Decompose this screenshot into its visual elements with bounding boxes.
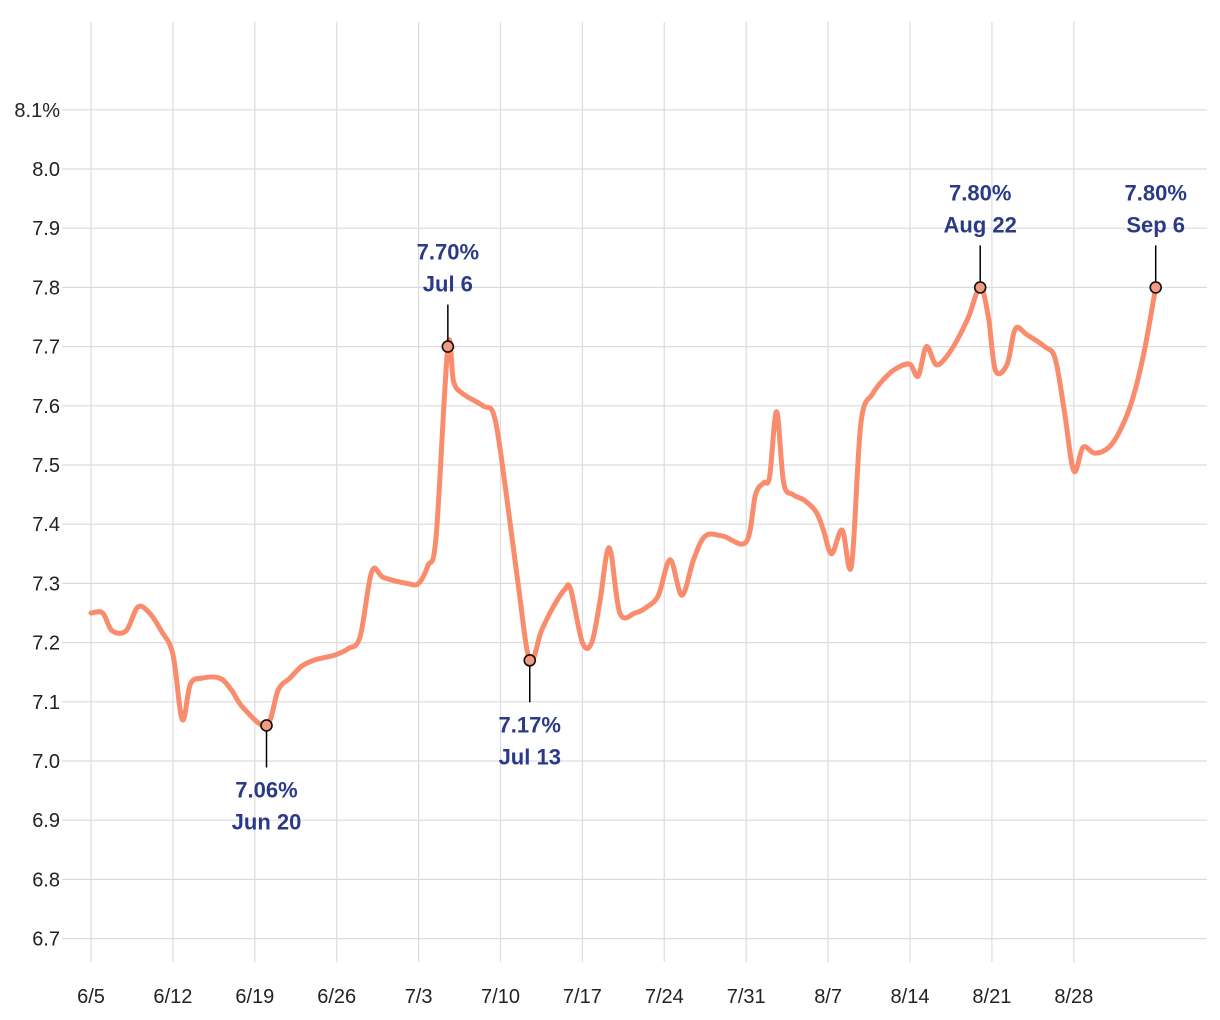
annotation-value: 7.80% bbox=[1125, 180, 1187, 205]
x-tick-label: 7/31 bbox=[727, 986, 766, 1008]
annotation-value: 7.06% bbox=[235, 777, 297, 802]
y-tick-label: 7.7 bbox=[32, 337, 60, 359]
x-tick-label: 7/3 bbox=[405, 986, 433, 1008]
y-tick-label: 7.1 bbox=[32, 692, 60, 714]
x-tick-label: 6/5 bbox=[77, 986, 105, 1008]
x-tick-label: 7/10 bbox=[481, 986, 520, 1008]
annotation-date: Sep 6 bbox=[1126, 212, 1185, 237]
series-layer bbox=[88, 284, 1159, 729]
series-line-rate bbox=[88, 284, 1159, 729]
y-tick-label: 8.1% bbox=[14, 100, 60, 122]
annotation-date: Aug 22 bbox=[944, 212, 1017, 237]
annotation-marker bbox=[973, 281, 987, 294]
annotation: 7.70% Jul 6 bbox=[417, 240, 479, 353]
grid-lines bbox=[62, 22, 1207, 962]
x-tick-label: 7/24 bbox=[645, 986, 684, 1008]
annotation-marker bbox=[260, 719, 273, 732]
y-tick-label: 6.8 bbox=[32, 869, 60, 891]
annotation-date: Jul 13 bbox=[499, 744, 561, 769]
x-tick-label: 8/21 bbox=[972, 986, 1011, 1008]
y-tick-label: 6.7 bbox=[32, 929, 60, 951]
y-tick-label: 6.9 bbox=[32, 810, 60, 832]
x-tick-label: 7/17 bbox=[563, 986, 602, 1008]
annotation-marker bbox=[441, 340, 455, 353]
annotations: 7.06% Jun 20 7.70% Jul 6 7.17% Jul 13 7.80% Aug… bbox=[232, 180, 1187, 834]
annotation-marker bbox=[1149, 281, 1162, 294]
y-tick-label: 7.5 bbox=[32, 455, 60, 477]
axis-tick-labels: 6.7 6.8 6.9 7.0 7.1 7.2 7.3 7.4 7.5 7.6 7.7 7.8 7.9 8… bbox=[14, 100, 1093, 1008]
x-tick-label: 8/14 bbox=[891, 986, 930, 1008]
annotation: 7.17% Jul 13 bbox=[499, 654, 561, 769]
x-tick-label: 6/26 bbox=[317, 986, 356, 1008]
annotation: 7.80% Aug 22 bbox=[944, 180, 1017, 294]
y-tick-label: 7.3 bbox=[32, 573, 60, 595]
y-tick-label: 7.6 bbox=[32, 396, 60, 418]
annotation: 7.06% Jun 20 bbox=[232, 719, 302, 834]
y-tick-label: 7.4 bbox=[32, 514, 60, 536]
y-tick-label: 7.9 bbox=[32, 218, 60, 240]
y-tick-label: 7.0 bbox=[32, 751, 60, 773]
y-tick-label: 7.8 bbox=[32, 277, 60, 299]
x-tick-label: 8/28 bbox=[1054, 986, 1093, 1008]
x-tick-label: 6/12 bbox=[153, 986, 192, 1008]
annotation-value: 7.80% bbox=[949, 180, 1011, 205]
annotation-value: 7.17% bbox=[499, 712, 561, 737]
x-tick-label: 8/7 bbox=[814, 986, 842, 1008]
y-tick-label: 7.2 bbox=[32, 633, 60, 655]
annotation-date: Jun 20 bbox=[232, 809, 302, 834]
annotation-value: 7.70% bbox=[417, 240, 479, 265]
y-tick-label: 8.0 bbox=[32, 159, 60, 181]
x-tick-label: 6/19 bbox=[235, 986, 274, 1008]
annotation: 7.80% Sep 6 bbox=[1125, 180, 1187, 294]
annotation-date: Jul 6 bbox=[423, 272, 473, 297]
annotation-marker bbox=[523, 654, 537, 667]
